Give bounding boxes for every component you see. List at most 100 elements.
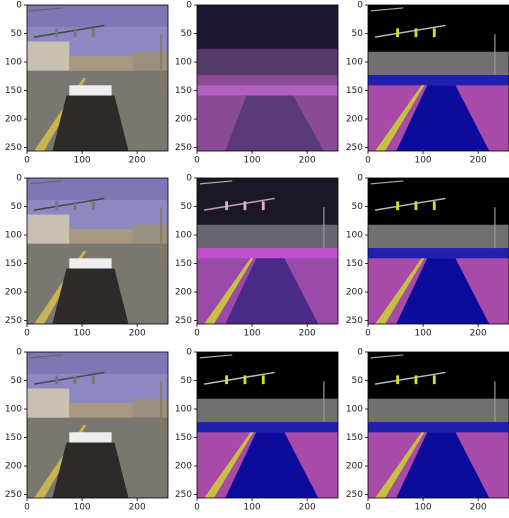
x-tick-label: 0 [194,329,200,339]
y-tick-label: 0 [357,348,363,358]
y-tick-label: 150 [5,433,22,443]
image-region [368,75,509,85]
image-region [396,28,399,37]
y-tick-label: 250 [175,143,192,153]
y-tick-label: 0 [186,348,192,358]
y-tick-label: 200 [346,462,363,472]
image-region [27,178,168,200]
y-tick-label: 50 [352,202,364,212]
x-tick-label: 100 [73,156,90,166]
image-region [69,258,111,268]
y-tick-label: 0 [357,174,363,184]
y-tick-label: 150 [346,86,363,96]
x-tick-label: 100 [243,156,260,166]
image-region [197,399,338,422]
image-region [225,375,228,384]
y-tick-label: 50 [352,29,364,39]
image-region [396,201,399,210]
y-tick-label: 150 [346,259,363,269]
y-tick-label: 150 [175,433,192,443]
y-tick-label: 50 [181,376,193,386]
y-tick-label: 200 [5,115,22,125]
image-region [262,375,265,384]
x-tick-label: 0 [365,503,371,513]
image-region [368,248,509,258]
image-region [69,432,111,442]
image-region [197,49,338,75]
y-tick-label: 250 [5,143,22,153]
image-region [69,85,111,95]
image [27,5,168,151]
image-region [433,201,436,210]
y-tick-label: 100 [5,58,22,68]
image-region [415,28,418,37]
y-tick-label: 100 [346,58,363,68]
y-tick-label: 100 [5,231,22,241]
y-tick-label: 250 [346,316,363,326]
image-region [415,201,418,210]
y-tick-label: 200 [346,288,363,298]
y-tick-label: 150 [175,259,192,269]
x-tick-label: 100 [414,156,431,166]
x-tick-label: 100 [414,503,431,513]
y-tick-label: 150 [5,86,22,96]
x-tick-label: 0 [24,503,30,513]
y-tick-label: 50 [11,202,23,212]
y-tick-label: 100 [175,231,192,241]
x-tick-label: 100 [243,503,260,513]
image-region [225,201,228,210]
image-region [92,28,95,37]
image-region [27,352,168,374]
image-region [244,375,247,384]
image-region [244,201,247,210]
y-tick-label: 100 [346,405,363,415]
image [27,178,168,324]
y-tick-label: 100 [346,231,363,241]
image-region [368,225,509,248]
image-region [433,375,436,384]
x-tick-label: 0 [24,329,30,339]
image [197,178,338,324]
x-tick-label: 0 [365,329,371,339]
x-tick-label: 200 [299,329,316,339]
y-tick-label: 50 [11,29,23,39]
y-tick-label: 200 [175,115,192,125]
figure: 0100200050100150200250010020005010015020… [0,0,509,518]
y-tick-label: 150 [346,433,363,443]
y-tick-label: 250 [346,143,363,153]
image-region [197,422,338,432]
y-tick-label: 0 [357,1,363,11]
y-tick-label: 150 [5,259,22,269]
y-tick-label: 100 [175,58,192,68]
image-region [55,28,58,37]
image-region [55,375,58,384]
image-region [55,201,58,210]
x-tick-label: 100 [73,329,90,339]
image-region [433,28,436,37]
y-tick-label: 200 [175,288,192,298]
x-tick-label: 100 [243,329,260,339]
y-tick-label: 150 [175,86,192,96]
x-tick-label: 200 [470,503,487,513]
y-tick-label: 250 [5,316,22,326]
image-region [92,201,95,210]
image-region [74,201,77,210]
x-tick-label: 100 [414,329,431,339]
y-tick-label: 0 [16,1,22,11]
x-tick-label: 0 [194,156,200,166]
x-tick-label: 200 [299,503,316,513]
y-tick-label: 250 [346,490,363,500]
image [368,5,509,151]
x-tick-label: 200 [470,156,487,166]
x-tick-label: 100 [73,503,90,513]
y-tick-label: 0 [16,174,22,184]
x-tick-label: 0 [194,503,200,513]
image [197,5,338,151]
x-tick-label: 200 [129,329,146,339]
y-tick-label: 100 [5,405,22,415]
y-tick-label: 250 [175,316,192,326]
image [27,352,168,498]
x-tick-label: 200 [129,156,146,166]
x-tick-label: 200 [129,503,146,513]
image-region [27,5,168,27]
